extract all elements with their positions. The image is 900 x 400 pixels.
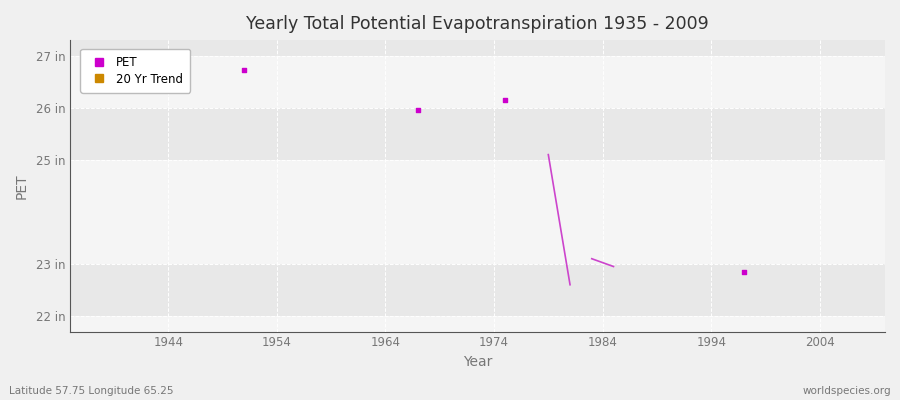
Text: Latitude 57.75 Longitude 65.25: Latitude 57.75 Longitude 65.25 [9,386,174,396]
Text: worldspecies.org: worldspecies.org [803,386,891,396]
X-axis label: Year: Year [463,355,492,369]
Bar [70,316,885,332]
Point [410,107,425,114]
Bar [70,40,885,56]
Bar [70,264,885,316]
Bar [70,160,885,264]
Point [237,67,251,74]
Bar [70,56,885,108]
Bar [70,108,885,160]
Point [736,268,751,275]
Y-axis label: PET: PET [15,173,29,199]
Legend: PET, 20 Yr Trend: PET, 20 Yr Trend [80,49,190,93]
Point [498,97,512,103]
Title: Yearly Total Potential Evapotranspiration 1935 - 2009: Yearly Total Potential Evapotranspiratio… [247,15,709,33]
